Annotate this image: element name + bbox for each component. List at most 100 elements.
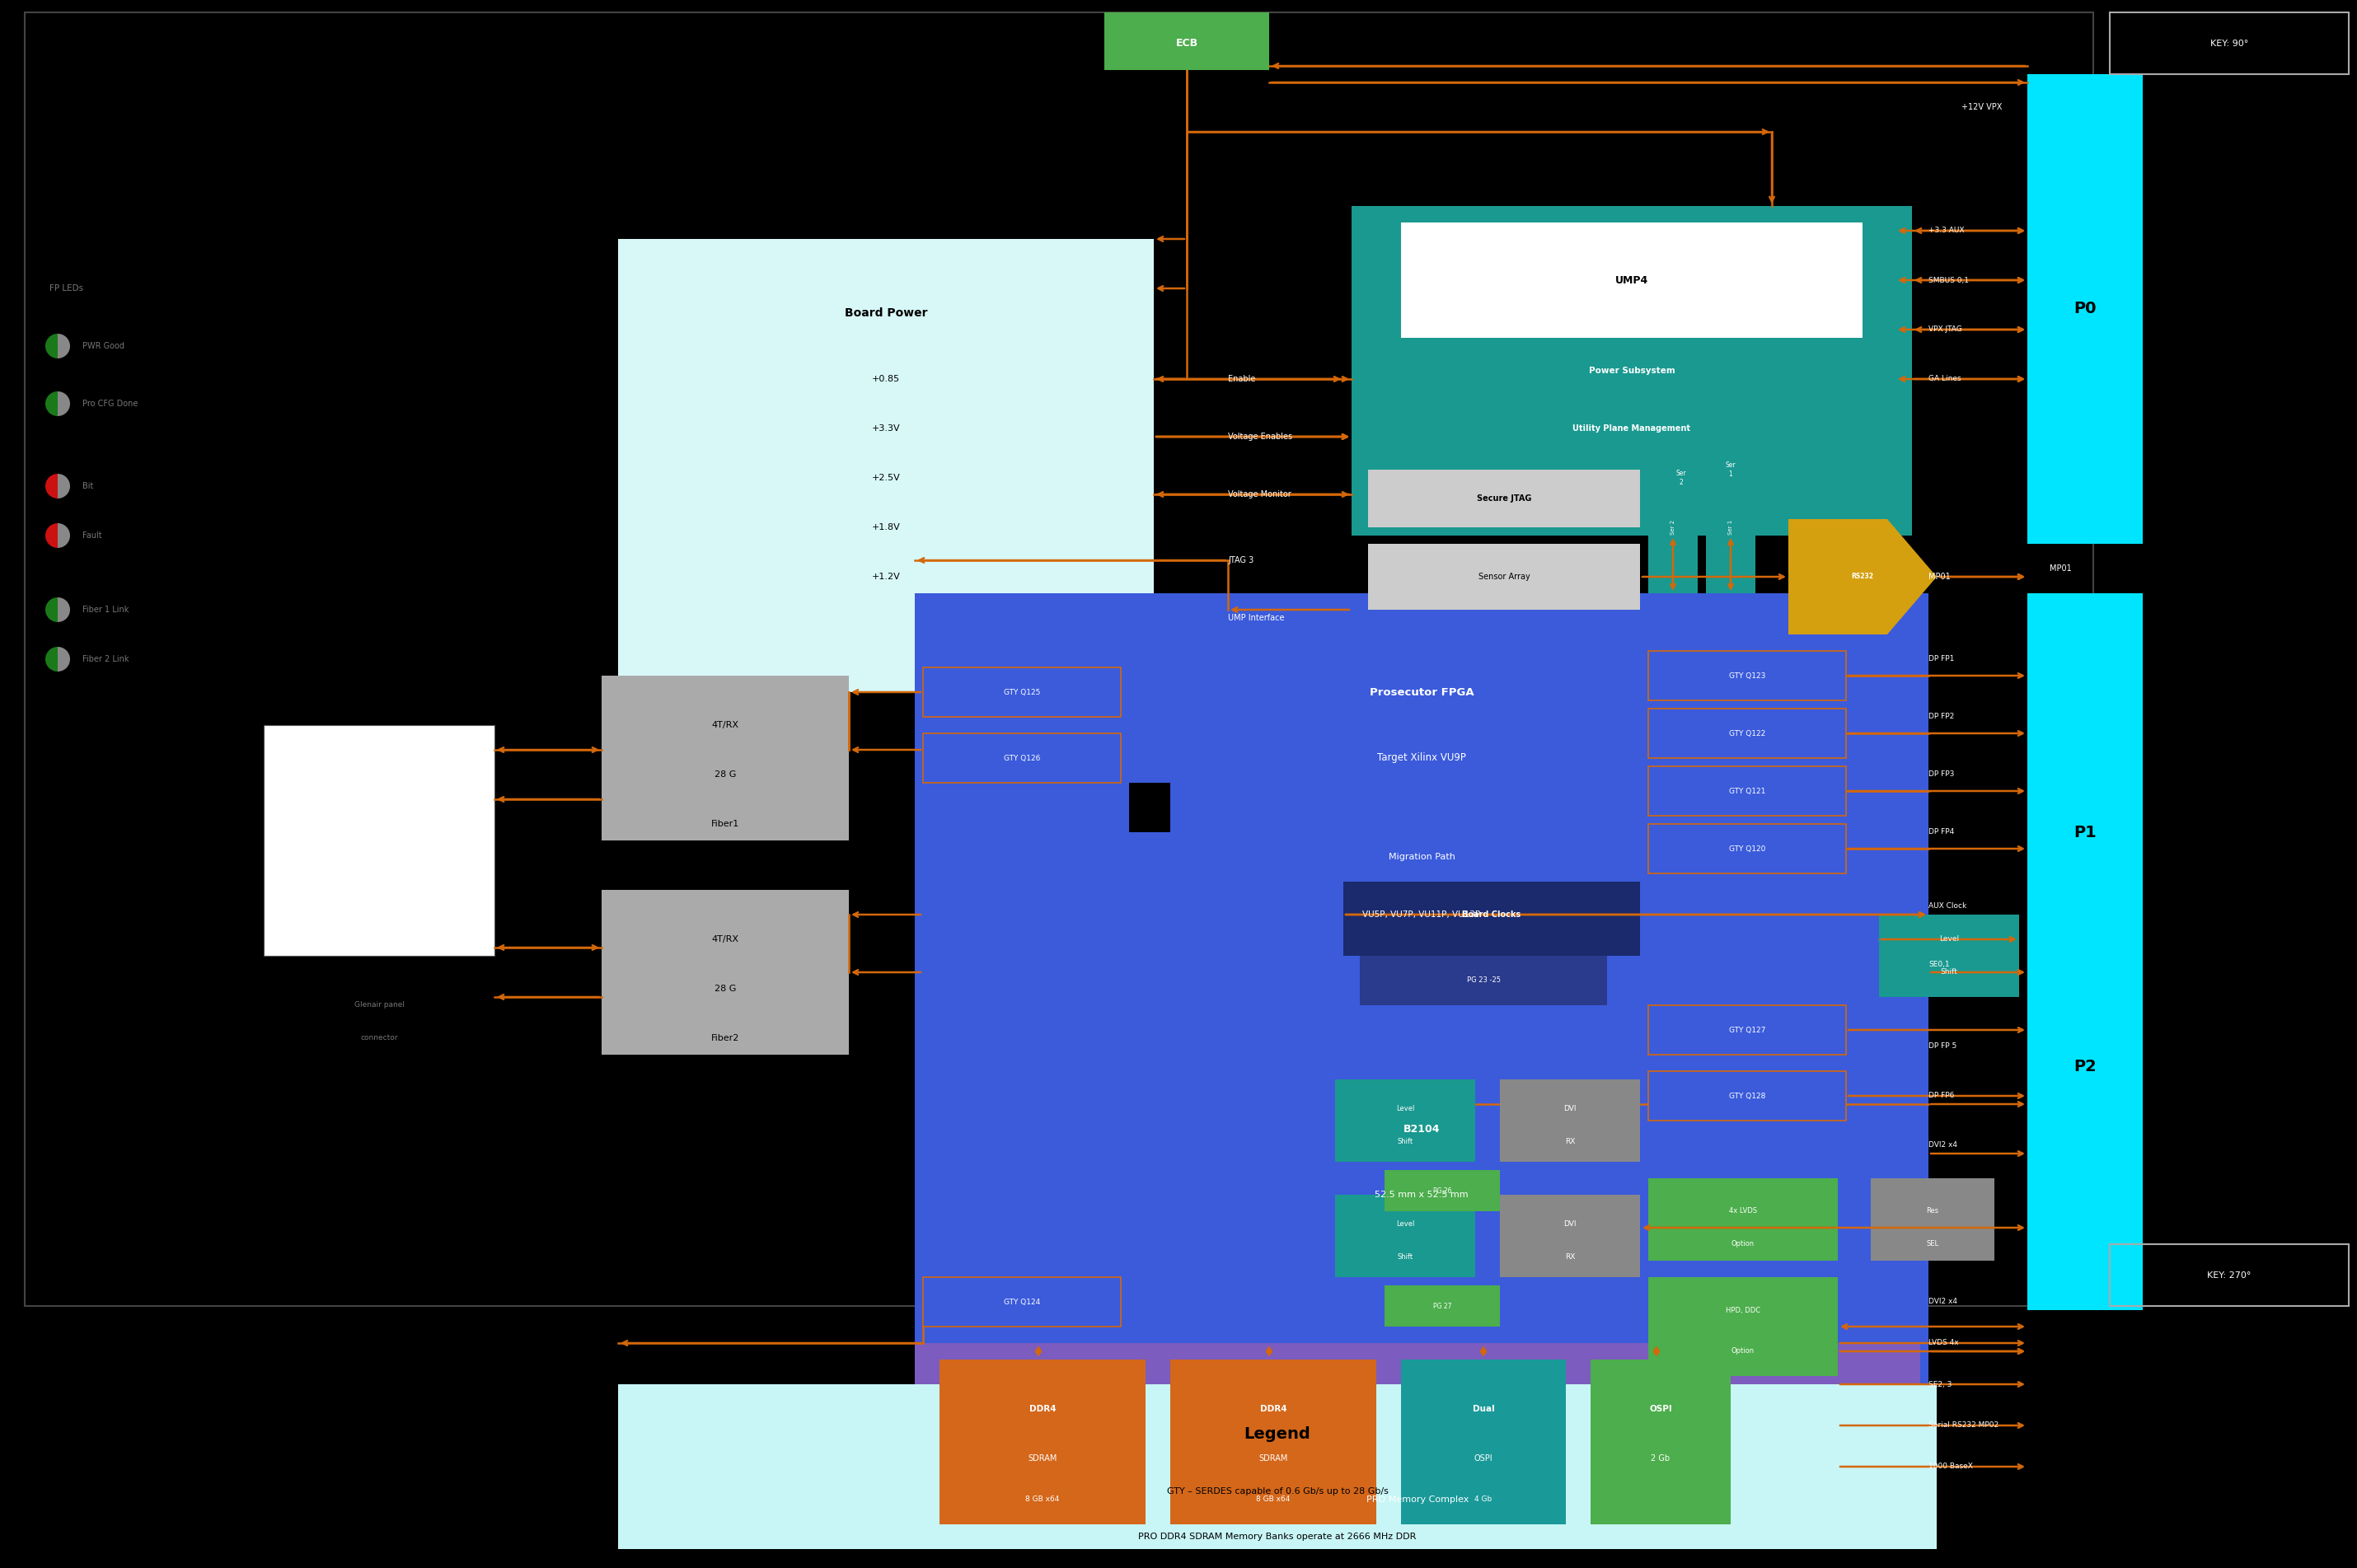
- Text: PG 26: PG 26: [1433, 1187, 1452, 1195]
- Text: AUX Clock: AUX Clock: [1928, 903, 1966, 909]
- Bar: [1648, 1178, 1838, 1261]
- Bar: [924, 668, 1122, 717]
- Text: SMBUS 0,1: SMBUS 0,1: [1928, 276, 1968, 284]
- Text: 4 Gb: 4 Gb: [1475, 1496, 1492, 1504]
- Text: Fiber 1 Link: Fiber 1 Link: [82, 605, 130, 613]
- Bar: [1343, 881, 1640, 956]
- Bar: [915, 593, 1928, 1417]
- Text: Option: Option: [1732, 1240, 1754, 1248]
- Text: DP FP 5: DP FP 5: [1928, 1043, 1956, 1051]
- Text: Target Xilinx VU9P: Target Xilinx VU9P: [1376, 753, 1466, 764]
- Bar: [2110, 1243, 2350, 1306]
- Text: RX: RX: [1565, 1137, 1574, 1145]
- Bar: [618, 1385, 1937, 1549]
- Text: HPD, DDC: HPD, DDC: [1725, 1306, 1761, 1314]
- Bar: [1648, 709, 1846, 757]
- Bar: [1367, 470, 1640, 527]
- Text: Level: Level: [1940, 936, 1959, 942]
- Text: +0.85: +0.85: [872, 375, 900, 383]
- Text: 4T/RX: 4T/RX: [712, 721, 738, 729]
- Bar: [924, 1278, 1122, 1327]
- Text: Bit: Bit: [82, 481, 94, 491]
- Text: Power Subsystem: Power Subsystem: [1589, 367, 1676, 375]
- Text: Level: Level: [1395, 1220, 1414, 1228]
- Text: +3.3 AUX: +3.3 AUX: [1928, 227, 1963, 235]
- Text: Utility Plane Management: Utility Plane Management: [1572, 425, 1690, 433]
- Text: KEY: 270°: KEY: 270°: [2206, 1272, 2251, 1279]
- Text: Shift: Shift: [1398, 1253, 1412, 1261]
- Text: OSPI: OSPI: [1473, 1454, 1492, 1463]
- Text: GTY Q128: GTY Q128: [1730, 1093, 1765, 1099]
- Bar: [1384, 1286, 1499, 1327]
- Text: GTY – SERDES capable of 0.6 Gb/s up to 28 Gb/s: GTY – SERDES capable of 0.6 Gb/s up to 2…: [1167, 1488, 1388, 1496]
- Text: Ser
2: Ser 2: [1676, 470, 1685, 486]
- Text: Voltage Monitor: Voltage Monitor: [1228, 491, 1292, 499]
- Text: SDRAM: SDRAM: [1259, 1454, 1287, 1463]
- Wedge shape: [45, 392, 57, 416]
- Bar: [601, 676, 849, 840]
- Text: DVI: DVI: [1563, 1104, 1577, 1112]
- Bar: [601, 891, 849, 1055]
- Text: DVI2 x4: DVI2 x4: [1928, 1142, 1956, 1149]
- Text: 4x LVDS: 4x LVDS: [1730, 1207, 1756, 1215]
- Text: Fiber2: Fiber2: [712, 1033, 740, 1043]
- Text: Ser 2: Ser 2: [1671, 521, 1676, 535]
- Bar: [1400, 1359, 1565, 1524]
- Wedge shape: [45, 474, 57, 499]
- Text: Secure JTAG: Secure JTAG: [1478, 494, 1532, 503]
- Bar: [1648, 823, 1846, 873]
- Bar: [1499, 1195, 1640, 1278]
- Text: VPX JTAG: VPX JTAG: [1928, 326, 1961, 334]
- Text: GTY Q125: GTY Q125: [1004, 688, 1039, 696]
- Text: 28 G: 28 G: [714, 985, 735, 993]
- Text: DDR4: DDR4: [1030, 1405, 1056, 1413]
- Text: FP LEDs: FP LEDs: [49, 284, 82, 293]
- Text: GTY Q121: GTY Q121: [1730, 787, 1765, 795]
- Text: RS232: RS232: [1850, 572, 1874, 580]
- Text: UMP4: UMP4: [1615, 274, 1648, 285]
- Text: 2 Gb: 2 Gb: [1652, 1454, 1671, 1463]
- Bar: [1648, 461, 1697, 593]
- Text: OSPI: OSPI: [1650, 1405, 1671, 1413]
- Text: Fault: Fault: [82, 532, 101, 539]
- Text: Ser 1: Ser 1: [1728, 521, 1732, 535]
- Text: Board Clocks: Board Clocks: [1461, 911, 1520, 919]
- Text: GTY Q123: GTY Q123: [1730, 673, 1765, 679]
- Text: GA Lines: GA Lines: [1928, 375, 1961, 383]
- Text: Fiber 2 Link: Fiber 2 Link: [82, 655, 130, 663]
- Text: GTY Q126: GTY Q126: [1004, 754, 1039, 762]
- Text: LVDS 4x: LVDS 4x: [1928, 1339, 1959, 1347]
- Text: PRO Memory Complex: PRO Memory Complex: [1367, 1496, 1468, 1504]
- Text: DP FP4: DP FP4: [1928, 828, 1954, 836]
- Text: 1000 BaseX: 1000 BaseX: [1928, 1463, 1973, 1471]
- Bar: [915, 1344, 1921, 1541]
- Text: B2104: B2104: [1402, 1124, 1440, 1134]
- Bar: [1334, 1195, 1475, 1278]
- Bar: [1171, 1359, 1376, 1524]
- Text: SE0,1: SE0,1: [1928, 960, 1949, 967]
- Text: 8 GB x64: 8 GB x64: [1025, 1496, 1061, 1504]
- Text: Pro CFG Done: Pro CFG Done: [82, 400, 139, 408]
- Text: DP FP2: DP FP2: [1928, 713, 1954, 721]
- Polygon shape: [1789, 519, 1937, 635]
- Text: Glenair panel: Glenair panel: [354, 1002, 405, 1008]
- Text: VU5P, VU7P, VU11P, VU13P: VU5P, VU7P, VU11P, VU13P: [1362, 911, 1480, 919]
- Text: MP01: MP01: [2048, 564, 2072, 572]
- Text: Option: Option: [1732, 1347, 1754, 1355]
- Bar: [2027, 823, 2143, 1311]
- Text: Enable: Enable: [1228, 375, 1256, 383]
- Text: Dual: Dual: [1473, 1405, 1494, 1413]
- Bar: [1871, 1178, 1994, 1261]
- Text: Serial RS232 MP02: Serial RS232 MP02: [1928, 1422, 1999, 1428]
- Wedge shape: [45, 597, 57, 622]
- Text: RX: RX: [1565, 1253, 1574, 1261]
- Bar: [1129, 782, 1171, 833]
- Text: DVI: DVI: [1563, 1220, 1577, 1228]
- Text: Ser
1: Ser 1: [1725, 461, 1735, 478]
- Text: +2.5V: +2.5V: [872, 474, 900, 481]
- Bar: [1648, 1071, 1846, 1121]
- Wedge shape: [57, 334, 71, 359]
- Text: P1: P1: [2074, 825, 2095, 840]
- Text: Migration Path: Migration Path: [1388, 853, 1454, 861]
- Text: UMP Interface: UMP Interface: [1228, 613, 1285, 622]
